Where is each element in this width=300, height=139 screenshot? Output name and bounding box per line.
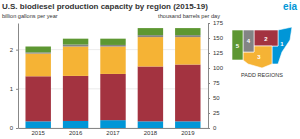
bar-segment (25, 52, 50, 53)
bar-segment (63, 47, 88, 76)
y2-tick-label: 175 (213, 20, 224, 26)
y2-axis: 0 25 50 75 100 125 150 175 (208, 20, 224, 131)
bar-segment (138, 35, 163, 37)
legend-swatch (254, 30, 278, 46)
y-tick-label: 0 (10, 125, 14, 131)
y2-tick-mark (208, 68, 210, 69)
y2-tick-mark (208, 53, 210, 54)
bar-segment (175, 37, 200, 64)
x-tick: 2015 (32, 130, 46, 136)
bar-segment (100, 39, 125, 45)
bar-segment (63, 45, 88, 47)
legend-label: 4 (247, 38, 251, 44)
y2-tick-mark (208, 83, 210, 84)
bar-segment (175, 65, 200, 122)
y2-tick-label: 150 (213, 35, 224, 41)
legend: 1 2 3 4 5 PADD REGIONS (232, 27, 292, 78)
x-tick: 2017 (106, 130, 120, 136)
bar-segment (100, 45, 125, 47)
x-tick-label: 2016 (69, 130, 83, 136)
y2-tick: 150 (208, 35, 224, 41)
y-tick-label: 1 (10, 86, 14, 92)
bar-segment (100, 47, 125, 74)
y2-tick-label: 125 (213, 50, 224, 56)
y2-tick-label: 75 (213, 80, 220, 86)
bar-segment (25, 76, 50, 121)
legend-swatch (232, 30, 243, 60)
y-tick-mark (16, 128, 18, 129)
y2-tick-label: 50 (213, 95, 220, 101)
bar-segment (63, 121, 88, 128)
y2-axis-line (208, 24, 209, 129)
y2-tick: 25 (208, 110, 220, 116)
y2-tick-mark (208, 38, 210, 39)
bar-segment (100, 120, 125, 128)
bars (25, 28, 200, 128)
x-tick-label: 2015 (32, 130, 46, 136)
bar-segment (63, 76, 88, 121)
y-axis-line (18, 24, 19, 129)
y2-tick: 125 (208, 50, 224, 56)
y2-tick-label: 100 (213, 65, 224, 71)
bar-segment (138, 121, 163, 128)
bar-segment (175, 121, 200, 128)
legend-label: 1 (280, 41, 284, 47)
y2-tick: 175 (208, 20, 224, 26)
bar-segment (175, 28, 200, 35)
x-tick: 2016 (69, 130, 83, 136)
y-axis: 0 1 2 (10, 24, 19, 132)
y2-tick-label: 25 (213, 110, 220, 116)
y-tick-label: 2 (10, 47, 14, 53)
y2-tick: 50 (208, 95, 220, 101)
legend-label: 3 (257, 54, 261, 60)
legend-swatch (243, 30, 254, 52)
y2-tick-mark (208, 98, 210, 99)
x-axis: 2015 2016 2017 2018 2019 (19, 129, 209, 137)
x-tick-label: 2019 (181, 130, 195, 136)
x-tick-label: 2017 (106, 130, 120, 136)
logo: eia (283, 1, 297, 12)
bar-segment (25, 54, 50, 77)
y2-axis-label: thousand barrels per day (158, 13, 220, 19)
title: U.S. biodiesel production capacity by re… (2, 2, 208, 11)
chart: U.S. biodiesel production capacity by re… (0, 0, 300, 139)
bar-segment (25, 47, 50, 53)
bar-segment (63, 39, 88, 45)
x-tick: 2018 (144, 130, 158, 136)
legend-label: 2 (264, 36, 268, 42)
bar-segment (25, 121, 50, 128)
y-tick: 0 (10, 125, 18, 131)
bar-segment (175, 35, 200, 37)
y2-tick-mark (208, 23, 210, 24)
y2-tick-label: 0 (213, 125, 217, 131)
x-axis-line (19, 128, 209, 129)
x-tick: 2019 (181, 130, 195, 136)
y-tick-mark (16, 50, 18, 51)
y-tick: 2 (10, 47, 18, 53)
bar-segment (100, 74, 125, 120)
y2-tick: 100 (208, 65, 224, 71)
x-tick-label: 2018 (144, 130, 158, 136)
y-axis-label: billion gallons per year (2, 13, 58, 19)
bar-segment (138, 37, 163, 66)
y2-tick: 75 (208, 80, 220, 86)
y-tick-mark (16, 89, 18, 90)
y2-tick-mark (208, 113, 210, 114)
y-tick: 1 (10, 86, 18, 92)
y2-tick: 0 (208, 125, 217, 131)
legend-label: 5 (236, 43, 240, 49)
bar-segment (138, 66, 163, 121)
bar-segment (138, 28, 163, 35)
legend-title: PADD REGIONS (241, 72, 283, 78)
